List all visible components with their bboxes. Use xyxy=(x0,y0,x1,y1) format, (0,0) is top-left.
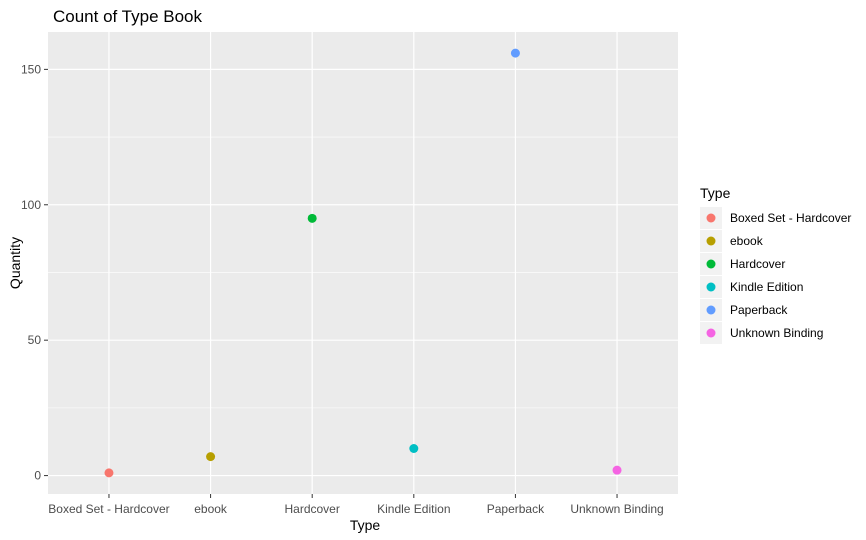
x-axis-title: Type xyxy=(350,517,381,533)
y-axis-title: Quantity xyxy=(7,237,23,289)
data-point xyxy=(612,465,622,475)
plot-panel xyxy=(48,32,678,494)
data-point xyxy=(104,468,114,478)
legend-swatch xyxy=(706,282,716,292)
x-tick-label: Boxed Set - Hardcover xyxy=(48,502,169,516)
legend-label: Unknown Binding xyxy=(730,326,823,340)
major-gridlines xyxy=(48,32,678,494)
legend-label: Paperback xyxy=(730,303,788,317)
x-tick-label: Unknown Binding xyxy=(570,502,663,516)
legend-label: Boxed Set - Hardcover xyxy=(730,211,851,225)
legend-label: Kindle Edition xyxy=(730,280,803,294)
data-point xyxy=(510,48,520,58)
y-tick-label: 100 xyxy=(21,198,41,212)
y-axis: 0 50 100 150 xyxy=(21,62,48,483)
data-point xyxy=(409,444,419,454)
chart-title: Count of Type Book xyxy=(53,7,203,26)
legend-swatch xyxy=(706,328,716,338)
data-point xyxy=(206,452,216,462)
y-tick-label: 150 xyxy=(21,62,41,76)
y-tick-label: 50 xyxy=(28,333,42,347)
legend-title: Type xyxy=(700,185,731,201)
data-points xyxy=(104,48,622,478)
legend-swatch xyxy=(706,213,716,223)
minor-gridlines xyxy=(48,136,678,409)
y-tick-label: 0 xyxy=(34,469,41,483)
data-point xyxy=(307,213,317,223)
legend-label: Hardcover xyxy=(730,257,785,271)
x-tick-label: Paperback xyxy=(487,502,545,516)
legend: Type Boxed Set - Hardcover ebook Hardcover… xyxy=(698,182,858,346)
legend-swatch xyxy=(706,236,716,246)
x-tick-label: ebook xyxy=(194,502,228,516)
legend-background xyxy=(698,182,858,346)
legend-swatch xyxy=(706,305,716,315)
x-tick-label: Hardcover xyxy=(285,502,340,516)
x-tick-label: Kindle Edition xyxy=(377,502,450,516)
legend-label: ebook xyxy=(730,234,764,248)
legend-swatch xyxy=(706,259,716,269)
x-axis: Boxed Set - Hardcover ebook Hardcover Kindl… xyxy=(48,494,664,516)
